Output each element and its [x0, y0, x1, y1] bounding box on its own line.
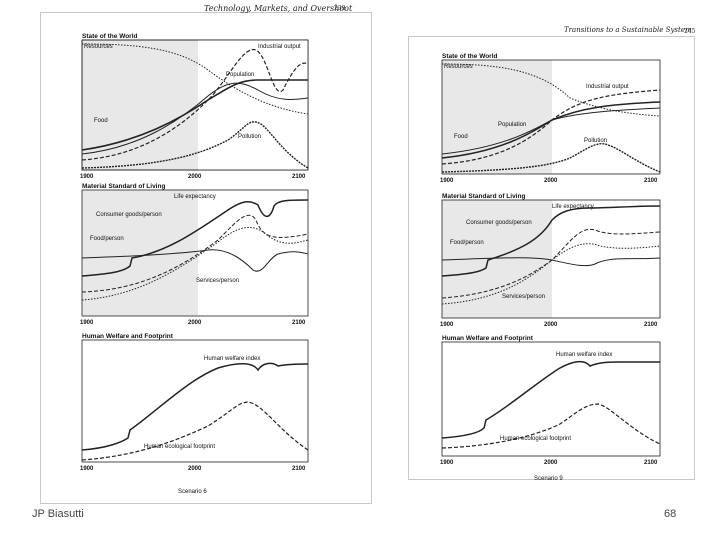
- right-panel-welfare-footprint: Human Welfare and Footprint Human welfar…: [440, 335, 661, 466]
- left-panel1-label-pollution: Pollution: [238, 134, 261, 140]
- right-panel-material-standard: Material Standard of Living Life expecta…: [440, 193, 661, 328]
- left-panel1-label-population: Population: [226, 72, 254, 78]
- left-panel2-label-services-person: Services/person: [196, 278, 239, 284]
- left-page-scan: [40, 12, 372, 504]
- right-scenario-caption: Scenario 9: [534, 476, 563, 482]
- left-panel3-label-ecological-footprint: Human ecological footprint: [144, 444, 215, 450]
- right-panel2-label-consumer-goods: Consumer goods/person: [466, 220, 532, 226]
- right-panel2-tick-2100: 2100: [644, 322, 658, 328]
- left-panel-state-of-world: State of the World Resources Industrial …: [80, 33, 309, 180]
- left-panel1-tick-1900: 1900: [80, 174, 94, 180]
- left-panel2-tick-2100: 2100: [292, 320, 306, 326]
- right-panel2-label-life-expectancy: Life expectancy: [552, 204, 594, 210]
- left-panel3-tick-2100: 2100: [292, 466, 306, 470]
- left-panel3-tick-2000: 2000: [188, 466, 202, 470]
- right-page-header-title: Transitions to a Sustainable System: [564, 26, 692, 34]
- left-panel3-tick-1900: 1900: [80, 466, 94, 470]
- left-page-charts: State of the World Resources Industrial …: [80, 33, 309, 470]
- right-panel1-title: State of the World: [442, 53, 498, 60]
- right-panel2-title: Material Standard of Living: [442, 193, 525, 200]
- right-panel3-tick-1900: 1900: [440, 460, 454, 466]
- right-page-header-number: 245: [684, 28, 696, 35]
- left-panel1-tick-2000: 2000: [188, 174, 202, 180]
- left-panel1-label-food: Food: [94, 118, 108, 124]
- right-panel3-tick-2000: 2000: [544, 460, 558, 466]
- left-panel3-title: Human Welfare and Footprint: [82, 333, 174, 340]
- left-scenario-caption: Scenario 6: [178, 489, 207, 495]
- right-panel2-label-food-person: Food/person: [450, 240, 484, 246]
- right-panel1-label-resources: Resources: [444, 64, 473, 70]
- right-panel2-tick-2000: 2000: [544, 322, 558, 328]
- right-panel1-label-pollution: Pollution: [584, 138, 607, 144]
- left-panel3-label-welfare-index: Human welfare index: [204, 356, 260, 362]
- left-panel2-title: Material Standard of Living: [82, 183, 165, 190]
- right-panel2-tick-1900: 1900: [440, 322, 454, 328]
- left-panel2-tick-1900: 1900: [80, 320, 94, 326]
- slide-number: 68: [664, 508, 677, 520]
- left-page-header-title: Technology, Markets, and Overshoot: [204, 4, 353, 13]
- right-panel3-label-welfare-index: Human welfare index: [556, 352, 612, 358]
- right-panel1-tick-2000: 2000: [544, 178, 558, 184]
- left-panel1-tick-2100: 2100: [292, 174, 306, 180]
- right-page-charts: State of the World Resources Industrial …: [440, 53, 661, 466]
- left-panel1-label-resources: Resources: [84, 44, 113, 50]
- right-page-scan: [408, 36, 695, 480]
- left-panel-material-standard: Material Standard of Living Life expecta…: [80, 183, 309, 326]
- right-panel2-label-services-person: Services/person: [502, 294, 545, 300]
- left-panel2-label-consumer-goods: Consumer goods/person: [96, 212, 162, 218]
- left-panel1-title: State of the World: [82, 33, 138, 40]
- right-panel3-title: Human Welfare and Footprint: [442, 335, 534, 342]
- right-panel-state-of-world: State of the World Resources Industrial …: [440, 53, 661, 184]
- right-panel3-tick-2100: 2100: [644, 460, 658, 466]
- right-panel1-tick-1900: 1900: [440, 178, 454, 184]
- left-page-header-number: 239: [334, 5, 346, 12]
- right-panel1-label-food: Food: [454, 134, 468, 140]
- left-panel2-tick-2000: 2000: [188, 320, 202, 326]
- right-panel3-label-ecological-footprint: Human ecological footprint: [500, 436, 571, 442]
- left-panel2-label-life-expectancy: Life expectancy: [174, 194, 216, 200]
- left-panel1-label-industrial-output: Industrial output: [258, 44, 301, 50]
- right-panel1-tick-2100: 2100: [644, 178, 658, 184]
- right-panel1-label-industrial-output: Industrial output: [586, 84, 629, 90]
- left-panel-welfare-footprint: Human Welfare and Footprint Human welfar…: [80, 333, 309, 470]
- right-panel1-label-population: Population: [498, 122, 526, 128]
- left-panel2-label-food-person: Food/person: [90, 236, 124, 242]
- footer-author: JP Biasutti: [32, 508, 84, 520]
